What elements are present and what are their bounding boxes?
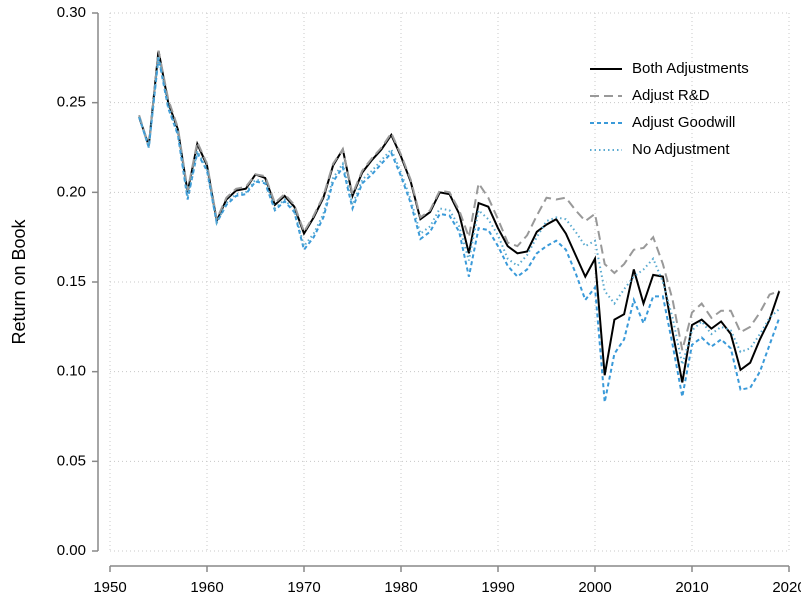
- y-axis-label: Return on Book: [9, 218, 29, 344]
- y-tick-label: 0.30: [57, 4, 86, 21]
- x-tick-label: 1980: [384, 579, 417, 596]
- x-tick-label: 1960: [190, 579, 223, 596]
- y-tick-label: 0.00: [57, 542, 86, 559]
- x-tick-label: 2020: [772, 579, 801, 596]
- data-line: [138, 50, 781, 383]
- y-tick-label: 0.20: [57, 183, 86, 200]
- y-tick-label: 0.05: [57, 452, 86, 469]
- x-tick-label: 1950: [93, 579, 126, 596]
- x-tick-label: 1990: [481, 579, 514, 596]
- legend-label: Adjust R&D: [632, 87, 710, 104]
- legend-label: Both Adjustments: [632, 60, 749, 77]
- data-line: [138, 55, 780, 365]
- legend-label: Adjust Goodwill: [632, 114, 735, 131]
- y-tick-label: 0.25: [57, 94, 86, 111]
- legend-label: No Adjustment: [632, 141, 730, 158]
- y-tick-label: 0.15: [57, 273, 86, 290]
- x-tick-label: 1970: [287, 579, 320, 596]
- x-tick-label: 2010: [675, 579, 708, 596]
- y-tick-label: 0.10: [57, 363, 86, 380]
- data-line: [138, 57, 781, 403]
- x-tick-label: 2000: [578, 579, 611, 596]
